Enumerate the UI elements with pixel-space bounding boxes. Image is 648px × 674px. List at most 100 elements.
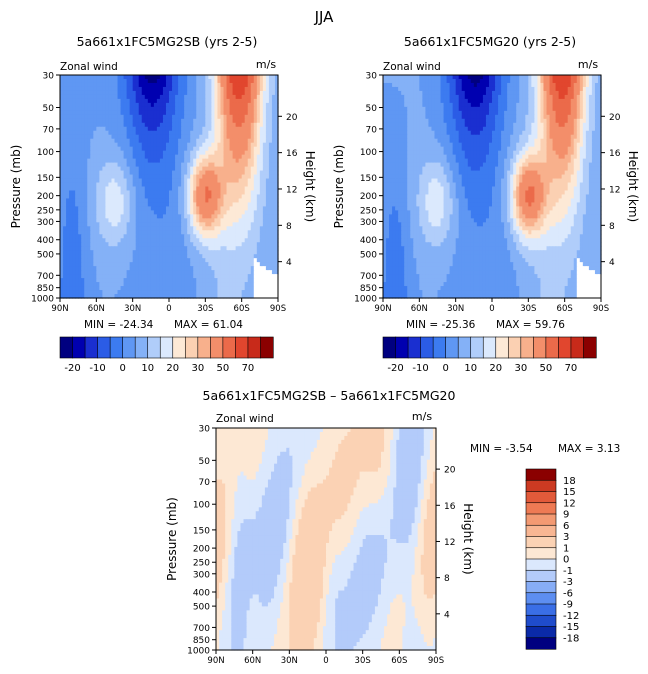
heatmap-cell (205, 266, 209, 271)
heatmap-cell (217, 242, 222, 247)
heatmap-cell (268, 234, 273, 239)
heatmap-cell (175, 150, 179, 156)
heatmap-cell (238, 182, 243, 188)
heatmap-cell (516, 90, 520, 96)
heatmap-cell (208, 202, 212, 208)
heatmap-cell (199, 258, 203, 263)
heatmap-cell (153, 162, 158, 168)
heatmap-cell (226, 230, 231, 235)
heatmap-cell (482, 75, 487, 80)
heatmap-cell (172, 254, 176, 259)
heatmap-cell (117, 286, 122, 291)
heatmap-cell (129, 218, 134, 223)
heatmap-cell (238, 294, 243, 299)
heatmap-cell (238, 234, 243, 239)
heatmap-cell (156, 102, 161, 108)
heatmap-cell (205, 250, 209, 255)
heatmap-cell (531, 98, 535, 104)
heatmap-cell (220, 214, 225, 219)
heatmap-cell (253, 154, 258, 160)
heatmap-cell (401, 118, 405, 124)
heatmap-cell (244, 150, 249, 156)
heatmap-cell (271, 75, 276, 80)
heatmap-cell (196, 262, 200, 267)
heatmap-cell (262, 134, 267, 140)
heatmap-cell (120, 222, 125, 227)
heatmap-cell (144, 142, 149, 148)
heatmap-cell (105, 102, 110, 108)
heatmap-cell (597, 90, 602, 96)
heatmap-cell (153, 98, 158, 104)
heatmap-cell (259, 190, 264, 196)
heatmap-cell (229, 230, 234, 235)
heatmap-cell (504, 82, 508, 88)
heatmap-cell (159, 198, 164, 204)
heatmap-cell (235, 206, 240, 211)
heatmap-cell (175, 78, 179, 84)
heatmap-cell (87, 242, 91, 247)
heatmap-cell (159, 290, 164, 295)
heatmap-cell (105, 174, 110, 180)
heatmap-cell (123, 86, 128, 92)
heatmap-cell (226, 98, 231, 104)
heatmap-cell (120, 146, 125, 152)
heatmap-cell (226, 274, 231, 279)
heatmap-cell (244, 210, 249, 215)
heatmap-cell (81, 254, 85, 259)
heatmap-cell (238, 126, 243, 132)
heatmap-cell (579, 75, 584, 80)
heatmap-cell (105, 122, 110, 128)
heatmap-cell (72, 162, 76, 168)
heatmap-cell (534, 110, 539, 116)
heatmap-cell (525, 106, 529, 112)
heatmap-cell (159, 130, 164, 136)
heatmap-cell (60, 186, 64, 192)
heatmap-cell (123, 222, 128, 227)
heatmap-cell (184, 218, 188, 223)
heatmap-cell (256, 98, 261, 104)
heatmap-cell (274, 294, 279, 299)
heatmap-cell (196, 238, 200, 243)
heatmap-cell (253, 182, 258, 188)
heatmap-cell (422, 110, 426, 116)
heatmap-cell (274, 166, 279, 172)
heatmap-cell (196, 198, 200, 204)
heatmap-cell (253, 90, 258, 96)
heatmap-cell (410, 122, 414, 128)
heatmap-cell (144, 138, 149, 144)
heatmap-cell (549, 90, 554, 96)
heatmap-cell (268, 274, 273, 279)
heatmap-cell (123, 278, 128, 283)
heatmap-cell (241, 174, 246, 180)
heatmap-cell (256, 242, 261, 247)
heatmap-cell (141, 178, 146, 184)
heatmap-cell (235, 174, 240, 180)
heatmap-cell (525, 75, 529, 80)
heatmap-cell (156, 210, 161, 215)
heatmap-cell (271, 194, 276, 200)
heatmap-cell (573, 106, 578, 112)
heatmap-cell (449, 78, 454, 84)
heatmap-cell (473, 82, 478, 88)
heatmap-cell (99, 222, 103, 227)
heatmap-cell (473, 75, 478, 80)
heatmap-cell (265, 202, 270, 208)
heatmap-cell (262, 258, 267, 263)
heatmap-cell (181, 142, 185, 148)
heatmap-cell (268, 186, 273, 192)
heatmap-cell (193, 290, 197, 295)
heatmap-cell (594, 102, 599, 108)
heatmap-cell (178, 202, 182, 208)
heatmap-cell (561, 90, 566, 96)
heatmap-cell (108, 214, 113, 219)
heatmap-cell (169, 206, 173, 211)
heatmap-cell (208, 258, 212, 263)
heatmap-cell (594, 118, 599, 124)
heatmap-cell (446, 118, 451, 124)
heatmap-cell (156, 174, 161, 180)
heatmap-cell (190, 286, 194, 291)
heatmap-cell (202, 90, 206, 96)
heatmap-cell (190, 258, 194, 263)
heatmap-cell (253, 286, 258, 291)
heatmap-cell (123, 174, 128, 180)
